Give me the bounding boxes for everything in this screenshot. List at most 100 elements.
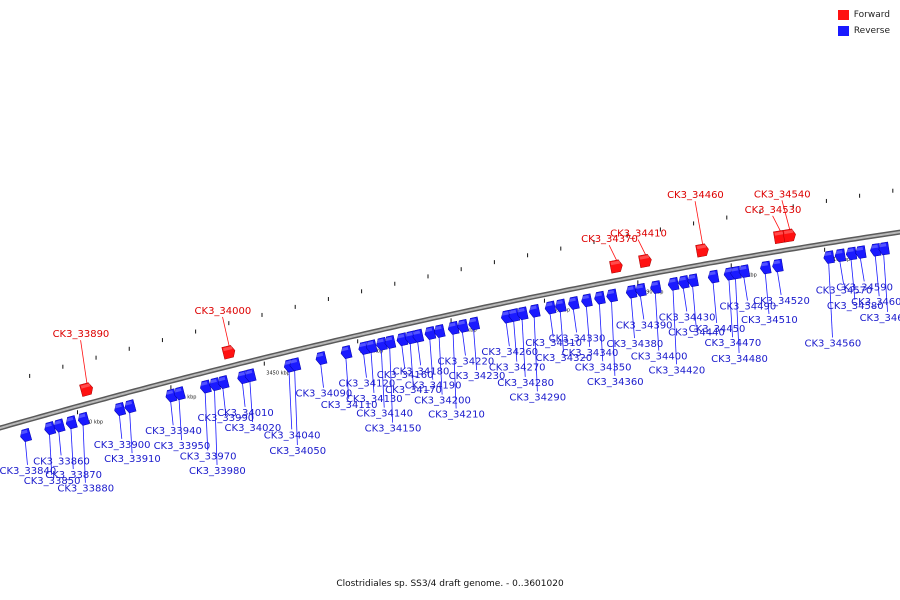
gene-CK3_34400[interactable] — [649, 280, 662, 294]
gene-CK3_34510[interactable] — [759, 260, 772, 275]
gene-CK3_34310[interactable] — [544, 300, 557, 315]
gene-label[interactable]: CK3_33910 — [104, 454, 161, 465]
gene-CK3_34440[interactable] — [687, 273, 699, 288]
gene-label[interactable]: CK3_34230 — [449, 371, 506, 382]
gene-label[interactable]: CK3_34460 — [667, 190, 724, 201]
gene-label[interactable]: CK3_34160 — [377, 370, 434, 381]
gene-label[interactable]: CK3_34560 — [804, 338, 861, 349]
gene-CK3_33880[interactable] — [77, 411, 90, 426]
gene-CK3_34370[interactable] — [609, 259, 623, 274]
gene-CK3_34380[interactable] — [625, 284, 638, 299]
gene-CK3_34150[interactable] — [383, 335, 397, 349]
gene-CK3_34280[interactable] — [516, 306, 529, 321]
gene-CK3_34270[interactable] — [508, 308, 521, 322]
gene-CK3_34490[interactable] — [738, 264, 751, 279]
gene-CK3_34000[interactable] — [221, 345, 237, 360]
gene-CK3_34560[interactable] — [823, 250, 835, 264]
gene-CK3_34290[interactable] — [528, 303, 541, 318]
gene-CK3_34590[interactable] — [855, 245, 867, 259]
gene-label[interactable]: CK3_34200 — [414, 396, 471, 407]
gene-CK3_34190[interactable] — [424, 326, 437, 340]
gene-CK3_34480[interactable] — [730, 265, 742, 280]
gene-label[interactable]: CK3_34570 — [816, 286, 873, 297]
gene-CK3_34410[interactable] — [638, 253, 652, 268]
gene-CK3_34540[interactable] — [782, 228, 797, 243]
gene-CK3_34140[interactable] — [375, 336, 388, 351]
gene-label[interactable]: CK3_34290 — [509, 392, 566, 403]
gene-CK3_34460[interactable] — [695, 243, 710, 258]
gene-label[interactable]: CK3_33850 — [24, 476, 81, 487]
gene-CK3_34330[interactable] — [567, 296, 580, 310]
gene-label[interactable]: CK3_34090 — [296, 389, 353, 400]
gene-label[interactable]: CK3_34140 — [356, 409, 413, 420]
gene-CK3_34020[interactable] — [244, 368, 257, 383]
gene-label[interactable]: CK3_33940 — [145, 426, 202, 437]
gene-CK3_34320[interactable] — [554, 298, 567, 313]
gene-label[interactable]: CK3_34330 — [549, 333, 606, 344]
gene-label[interactable]: CK3_34360 — [587, 377, 644, 388]
gene-CK3_34220[interactable] — [456, 318, 469, 333]
gene-label[interactable]: CK3_34120 — [338, 379, 395, 390]
gene-label[interactable]: CK3_34040 — [264, 430, 321, 441]
gene-CK3_33980[interactable] — [208, 377, 222, 392]
gene-CK3_33870[interactable] — [65, 415, 78, 430]
gene-label[interactable]: CK3_34440 — [668, 328, 725, 339]
gene-label[interactable]: CK3_34170 — [385, 385, 442, 396]
gene-CK3_34520[interactable] — [771, 258, 784, 273]
gene-label[interactable]: CK3_34150 — [365, 424, 422, 435]
gene-label[interactable]: CK3_34520 — [753, 296, 810, 307]
gene-CK3_34450[interactable] — [707, 269, 720, 284]
gene-label[interactable]: CK3_34510 — [741, 315, 798, 326]
gene-label[interactable]: CK3_34600 — [851, 297, 900, 308]
gene-label[interactable]: CK3_34210 — [428, 410, 485, 421]
gene-CK3_33940[interactable] — [164, 388, 178, 403]
gene-label[interactable]: CK3_33990 — [197, 413, 254, 424]
gene-label[interactable]: CK3_33900 — [94, 440, 151, 451]
gene-CK3_34050[interactable] — [288, 357, 302, 372]
gene-label[interactable]: CK3_34000 — [195, 306, 252, 317]
gene-label[interactable]: CK3_34020 — [225, 423, 282, 434]
gene-CK3_33970[interactable] — [199, 379, 212, 394]
gene-label[interactable]: CK3_34400 — [631, 352, 688, 363]
gene-CK3_34110[interactable] — [340, 345, 353, 359]
gene-label[interactable]: CK3_33860 — [33, 456, 90, 467]
gene-label[interactable]: CK3_33950 — [154, 441, 211, 452]
gene-CK3_34160[interactable] — [396, 332, 409, 347]
gene-label[interactable]: CK3_34180 — [393, 366, 450, 377]
gene-CK3_34090[interactable] — [315, 351, 328, 365]
gene-CK3_34230[interactable] — [467, 316, 481, 331]
gene-CK3_34210[interactable] — [447, 320, 460, 335]
gene-CK3_34420[interactable] — [667, 277, 680, 291]
gene-CK3_34340[interactable] — [580, 293, 593, 308]
gene-label[interactable]: CK3_34380 — [607, 339, 664, 350]
gene-label[interactable]: CK3_34390 — [616, 320, 673, 331]
gene-label[interactable]: CK3_34220 — [437, 357, 494, 368]
gene-label[interactable]: CK3_34590 — [836, 282, 893, 293]
gene-label[interactable]: CK3_34270 — [489, 363, 546, 374]
gene-label[interactable]: CK3_33890 — [53, 329, 110, 340]
gene-label[interactable]: CK3_34340 — [562, 348, 619, 359]
gene-label[interactable]: CK3_34610 — [860, 313, 900, 324]
gene-CK3_34360[interactable] — [606, 288, 618, 303]
gene-label[interactable]: CK3_34430 — [659, 312, 716, 323]
gene-label[interactable]: CK3_34050 — [269, 446, 326, 457]
gene-CK3_33950[interactable] — [173, 386, 186, 401]
gene-label[interactable]: CK3_34470 — [705, 338, 762, 349]
gene-CK3_34570[interactable] — [834, 248, 847, 263]
gene-label[interactable]: CK3_34190 — [405, 381, 462, 392]
gene-CK3_34130[interactable] — [365, 339, 378, 354]
gene-CK3_34610[interactable] — [878, 241, 890, 256]
gene-label[interactable]: CK3_34450 — [689, 324, 746, 335]
gene-CK3_33840[interactable] — [19, 427, 33, 443]
gene-label[interactable]: CK3_34580 — [827, 301, 884, 312]
gene-label[interactable]: CK3_34540 — [754, 189, 811, 200]
gene-label[interactable]: CK3_34410 — [610, 229, 667, 240]
gene-label[interactable]: CK3_34010 — [217, 408, 274, 419]
gene-label[interactable]: CK3_33870 — [45, 470, 102, 481]
gene-label[interactable]: CK3_33880 — [57, 484, 114, 495]
gene-label[interactable]: CK3_34490 — [720, 302, 777, 313]
gene-label[interactable]: CK3_34260 — [481, 347, 538, 358]
gene-label[interactable]: CK3_33980 — [189, 466, 246, 477]
gene-label[interactable]: CK3_34320 — [536, 353, 593, 364]
gene-label[interactable]: CK3_33970 — [180, 451, 237, 462]
